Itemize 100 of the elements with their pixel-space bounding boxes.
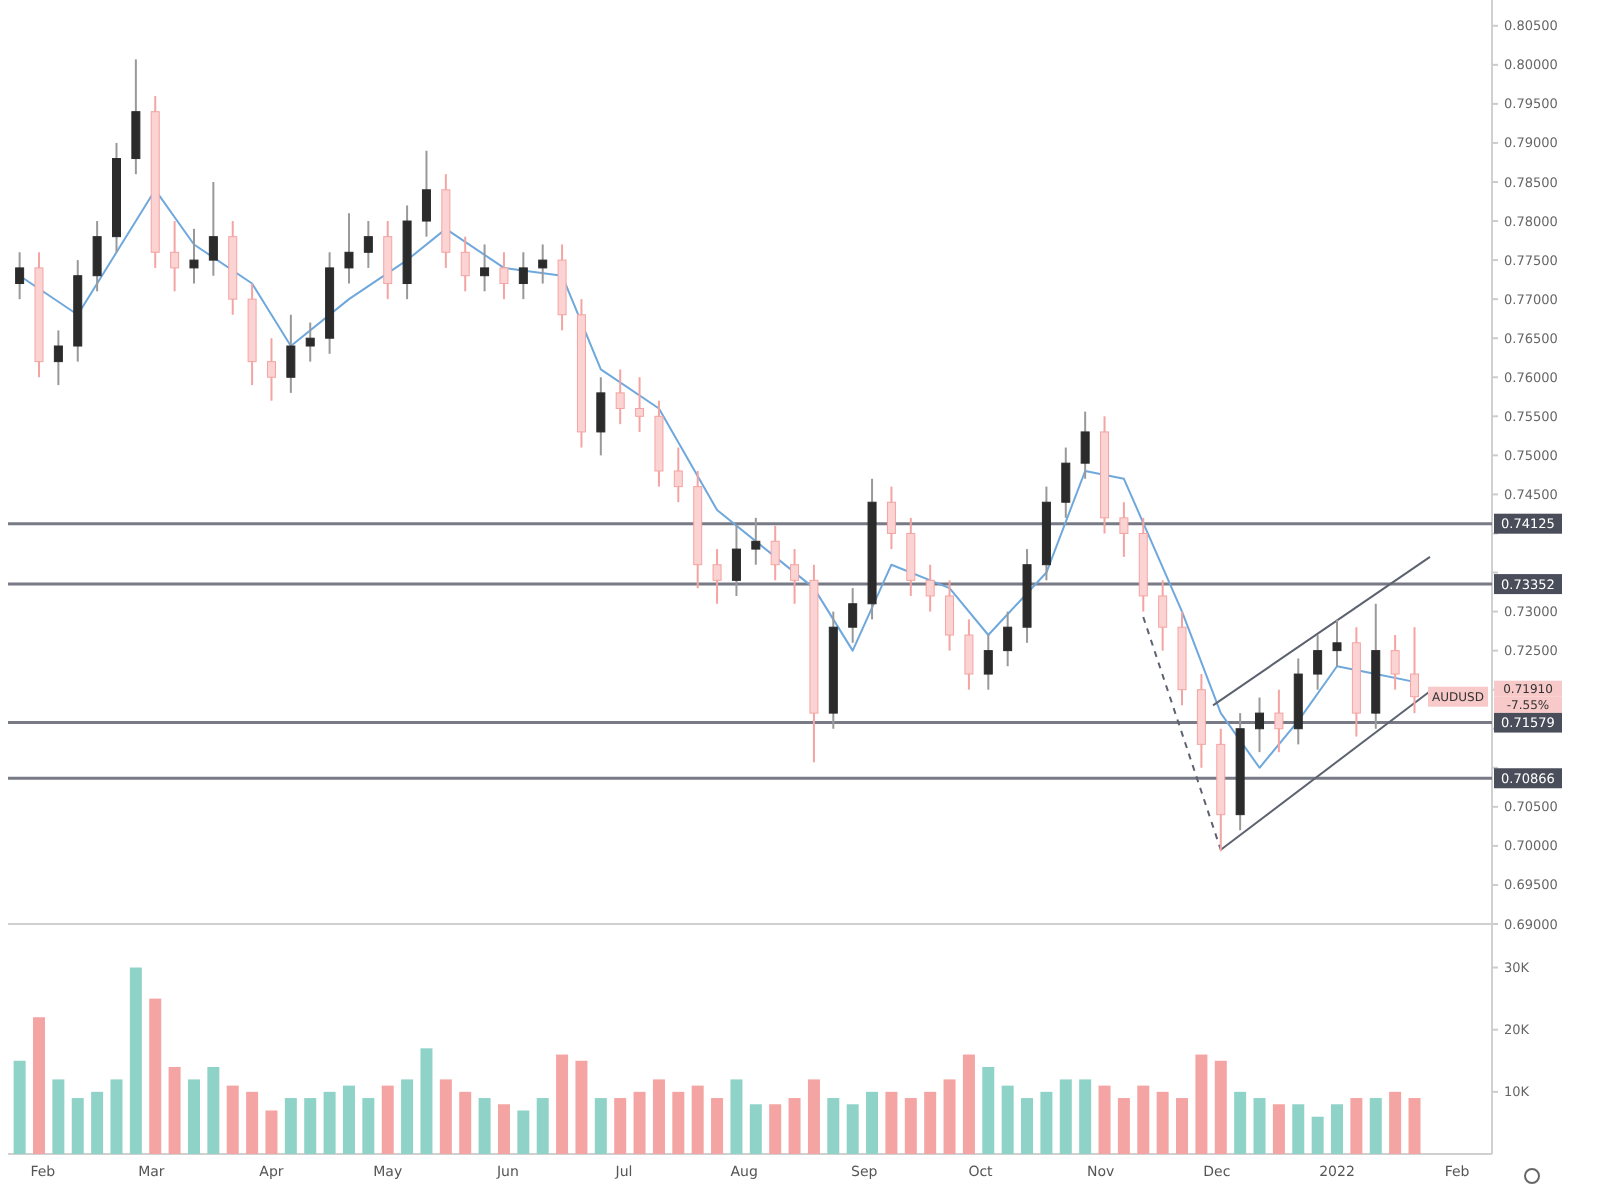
- bar: [342, 1085, 355, 1154]
- bar: [1272, 1104, 1285, 1154]
- bar: [1234, 1091, 1247, 1154]
- candlestick: [635, 376, 645, 433]
- bar: [459, 1091, 472, 1154]
- candlestick: [170, 220, 180, 293]
- bar: [149, 998, 162, 1154]
- candlestick: [906, 516, 916, 597]
- bar: [1176, 1098, 1189, 1154]
- bar: [556, 1054, 569, 1154]
- bar: [91, 1091, 104, 1154]
- bar: [439, 1079, 452, 1154]
- bar: [265, 1110, 278, 1154]
- bar: [769, 1104, 782, 1154]
- bar: [1389, 1091, 1402, 1154]
- bar: [13, 1060, 26, 1154]
- candlestick: [363, 220, 373, 269]
- bar: [982, 1066, 995, 1154]
- bar: [904, 1098, 917, 1154]
- bar: [943, 1079, 956, 1154]
- bar: [1079, 1079, 1092, 1154]
- bar: [1331, 1104, 1344, 1154]
- bar: [1040, 1091, 1053, 1154]
- bar: [1350, 1098, 1363, 1154]
- bar: [33, 1017, 45, 1154]
- bar: [207, 1066, 220, 1154]
- bar: [381, 1085, 394, 1154]
- bar: [1195, 1054, 1208, 1154]
- candlestick: [1332, 618, 1342, 668]
- bar: [730, 1079, 743, 1154]
- bar: [1021, 1098, 1034, 1154]
- candlestick: [286, 313, 296, 394]
- candlestick: [305, 321, 315, 363]
- candlestick: [1003, 610, 1013, 668]
- bar: [807, 1079, 820, 1154]
- candlestick: [925, 563, 935, 613]
- bar: [962, 1054, 975, 1154]
- candlestick: [615, 368, 625, 426]
- candlestick: [538, 243, 548, 285]
- candlestick: [945, 579, 955, 652]
- candlestick: [344, 212, 354, 285]
- bar: [187, 1079, 200, 1154]
- candlestick: [983, 634, 993, 691]
- candlestick: [1255, 696, 1265, 754]
- bar: [846, 1104, 859, 1154]
- bar: [1292, 1104, 1305, 1154]
- bar: [71, 1098, 84, 1154]
- candlestick: [266, 337, 276, 402]
- bar: [866, 1091, 879, 1154]
- bar: [672, 1091, 685, 1154]
- bar: [1214, 1060, 1227, 1154]
- candlestick: [460, 235, 470, 293]
- bar: [401, 1079, 414, 1154]
- bar: [497, 1104, 510, 1154]
- candlestick: [1410, 626, 1420, 715]
- candlestick: [131, 58, 141, 176]
- bar: [614, 1098, 627, 1154]
- candlestick: [1158, 579, 1168, 652]
- bar: [52, 1079, 65, 1154]
- bar: [788, 1098, 801, 1154]
- bar: [885, 1091, 898, 1154]
- bar: [478, 1098, 491, 1154]
- bar: [226, 1085, 239, 1154]
- candlestick: [848, 587, 858, 644]
- bar: [633, 1091, 646, 1154]
- candlestick: [770, 524, 780, 582]
- bar: [827, 1098, 840, 1154]
- candlestick: [208, 180, 218, 277]
- candlestick: [673, 446, 683, 504]
- candlestick: [189, 227, 199, 285]
- candlestick: [712, 548, 722, 605]
- candlestick: [790, 548, 800, 605]
- bar: [1408, 1098, 1421, 1154]
- candlestick: [1080, 410, 1090, 480]
- bar: [691, 1085, 704, 1154]
- candlestick: [1313, 634, 1323, 691]
- bar: [110, 1079, 123, 1154]
- candlestick: [1274, 688, 1284, 754]
- candlestick: [499, 251, 509, 301]
- candlestick: [383, 220, 393, 301]
- bar: [323, 1091, 336, 1154]
- bar: [517, 1110, 530, 1154]
- bar: [1311, 1116, 1324, 1154]
- candlestick: [964, 618, 974, 691]
- bar: [420, 1048, 433, 1154]
- bar: [924, 1091, 937, 1154]
- candlestick: [518, 251, 528, 301]
- bar: [304, 1098, 317, 1154]
- bar: [1098, 1085, 1111, 1154]
- candlestick: [596, 376, 606, 457]
- candlestick: [1390, 634, 1400, 691]
- bar: [1156, 1091, 1169, 1154]
- bar: [594, 1098, 607, 1154]
- candlestick: [421, 149, 431, 238]
- bar: [575, 1060, 588, 1154]
- bar: [711, 1098, 724, 1154]
- candlestick: [15, 251, 25, 301]
- bar: [1369, 1098, 1382, 1154]
- candlestick: [731, 524, 741, 597]
- candlestick: [886, 485, 896, 551]
